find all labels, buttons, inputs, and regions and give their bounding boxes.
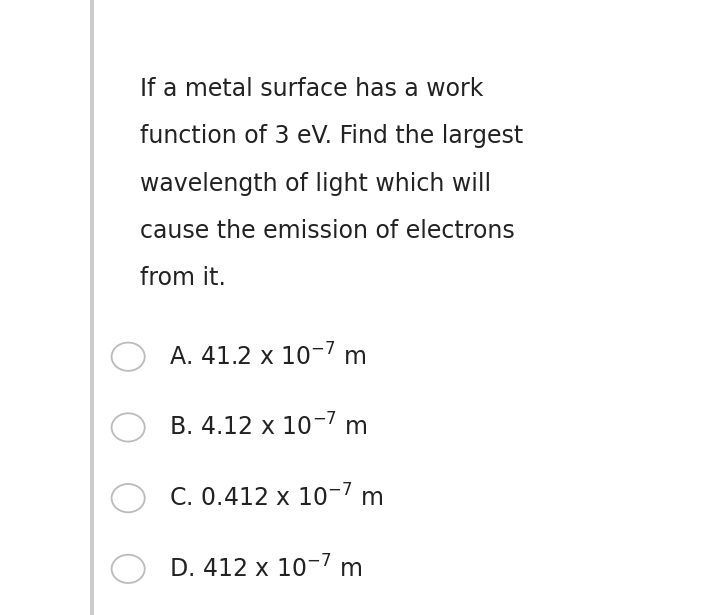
Text: B. 4.12 x 10$^{-7}$ m: B. 4.12 x 10$^{-7}$ m [169,414,368,441]
Text: C. 0.412 x 10$^{-7}$ m: C. 0.412 x 10$^{-7}$ m [169,485,383,512]
Text: from it.: from it. [140,266,226,290]
Bar [91,0,94,615]
Text: D. 412 x 10$^{-7}$ m: D. 412 x 10$^{-7}$ m [169,555,362,582]
Text: A. 41.2 x 10$^{-7}$ m: A. 41.2 x 10$^{-7}$ m [169,343,366,370]
Text: wavelength of light which will: wavelength of light which will [140,172,492,196]
Text: function of 3 eV. Find the largest: function of 3 eV. Find the largest [140,124,523,148]
Text: If a metal surface has a work: If a metal surface has a work [140,77,484,101]
Text: cause the emission of electrons: cause the emission of electrons [140,219,515,243]
